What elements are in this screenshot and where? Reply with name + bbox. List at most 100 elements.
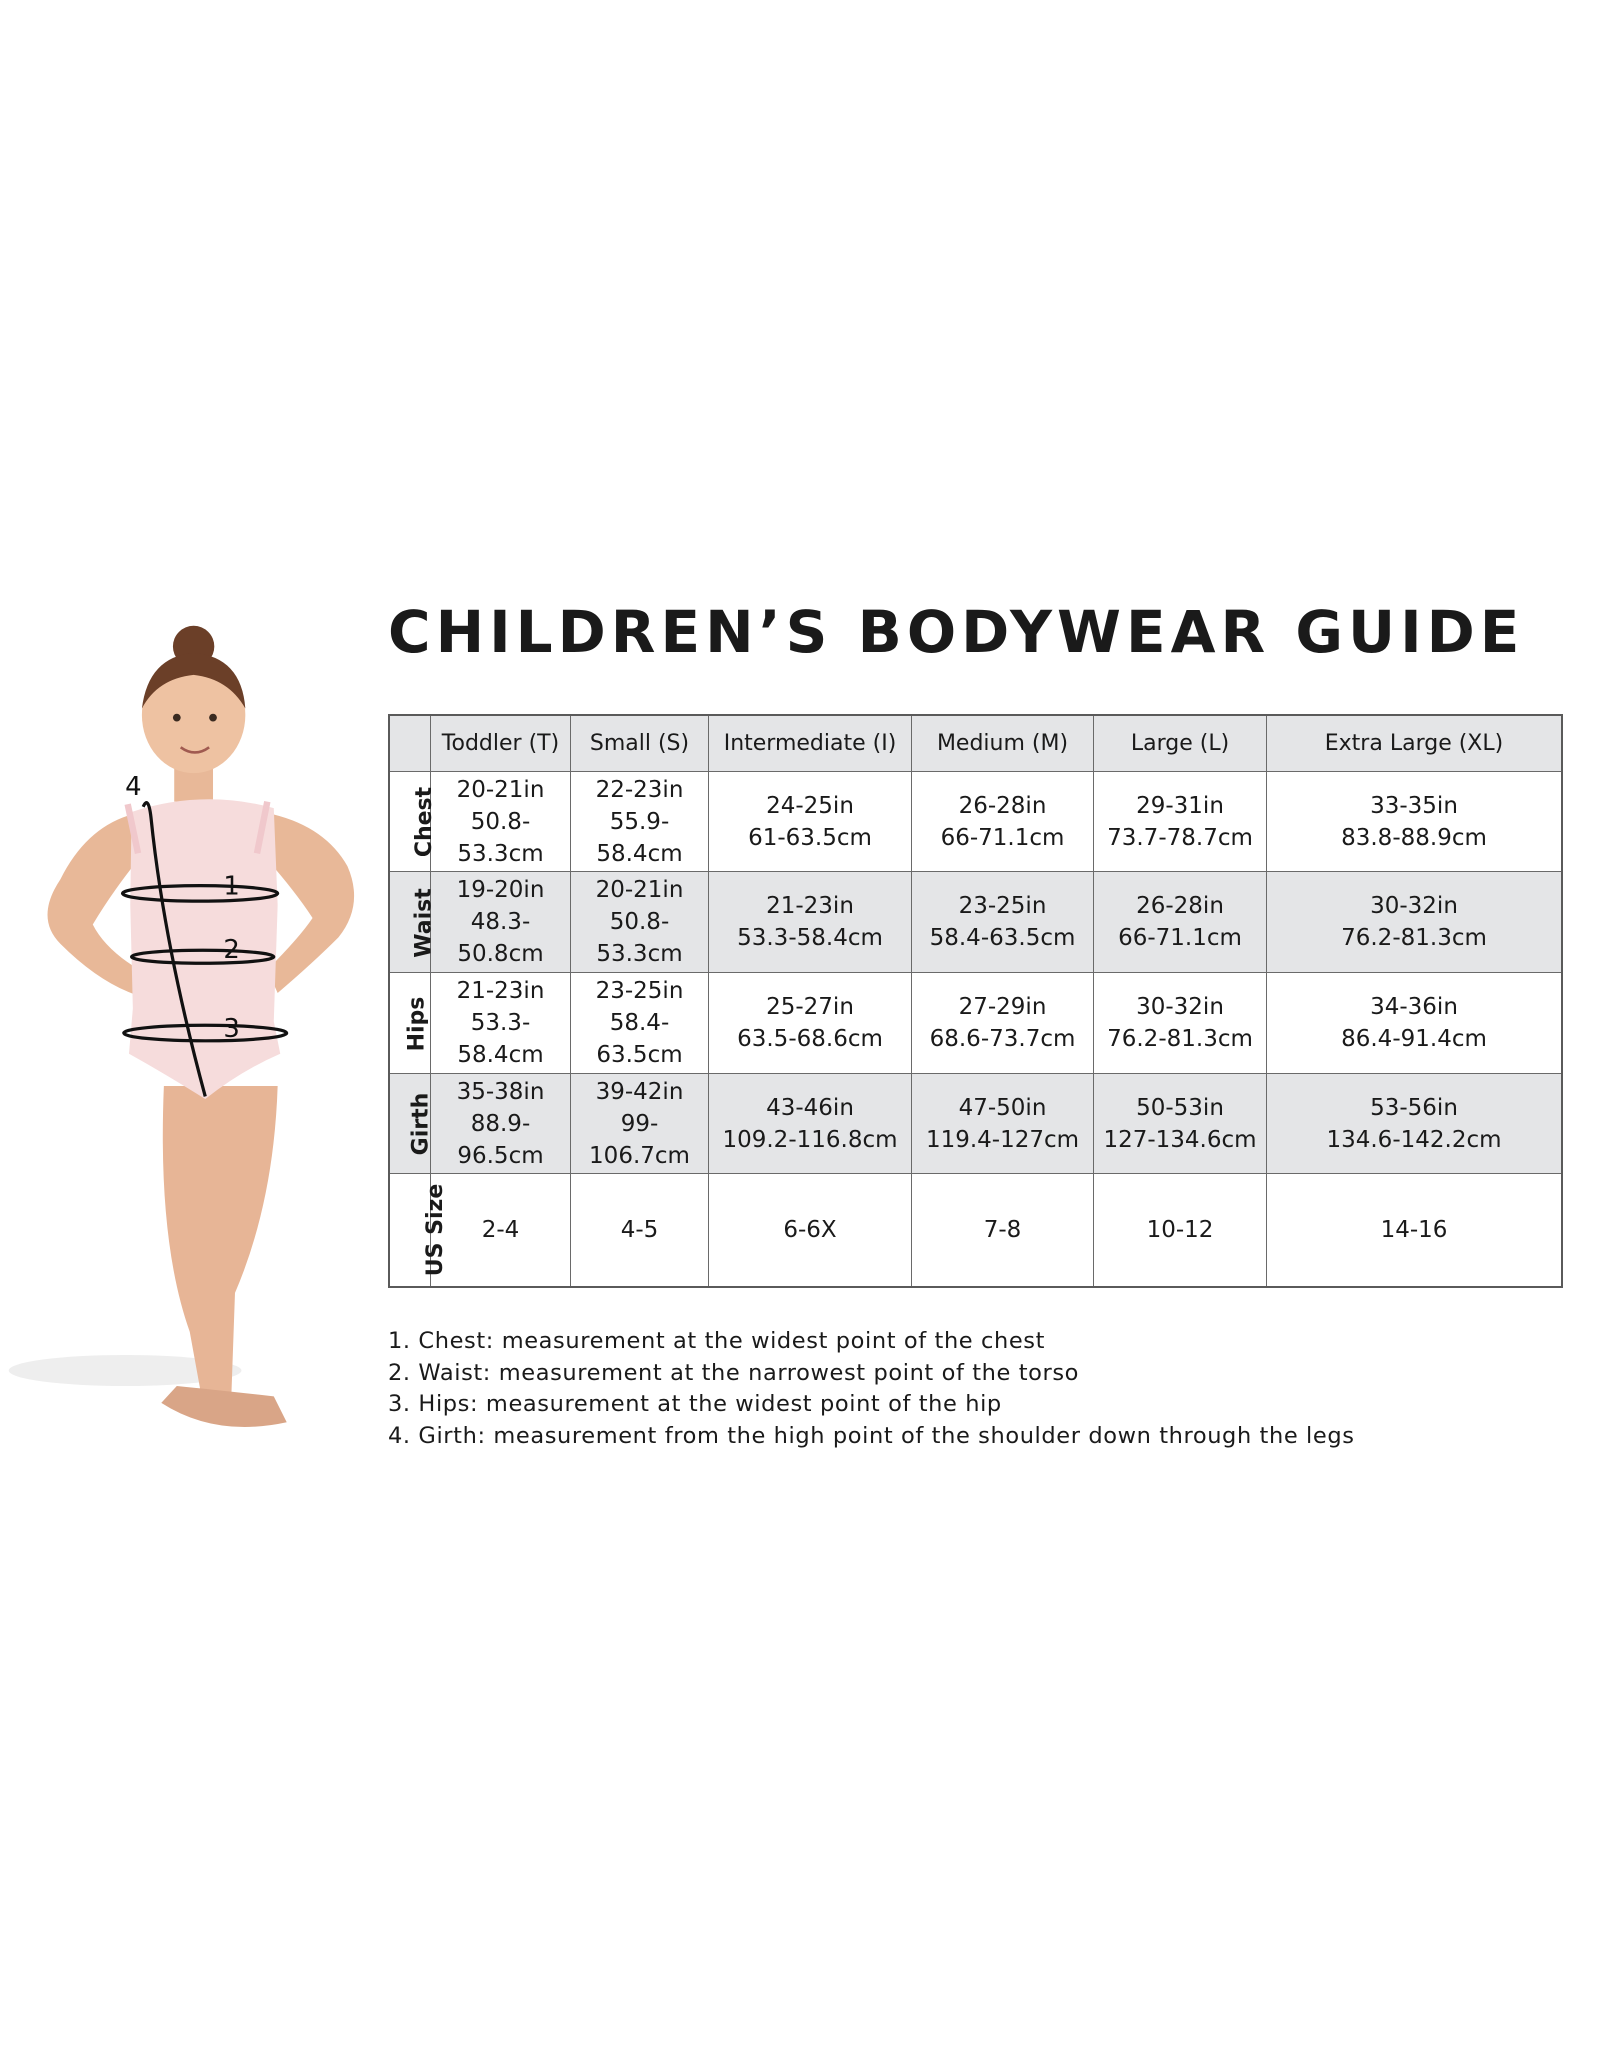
table-cell: 24-25in 61-63.5cm	[708, 771, 912, 872]
cell-value-cm: 55.9-58.4cm	[596, 808, 683, 867]
column-header: Small (S)	[570, 714, 709, 772]
cell-value-primary: 30-32in	[1370, 893, 1458, 919]
row-label: Chest	[388, 771, 437, 872]
table-header-row: Toddler (T) Small (S) Intermediate (I) M…	[388, 714, 1563, 772]
row-label: Hips	[388, 972, 431, 1074]
table-cell: 27-29in 68.6-73.7cm	[911, 972, 1094, 1074]
table-cell: 26-28in 66-71.1cm	[911, 771, 1094, 872]
cell-value-primary: 27-29in	[958, 994, 1047, 1020]
cell-value-primary: 14-16	[1380, 1216, 1448, 1243]
cell-value-cm: 76.2-81.3cm	[1341, 925, 1487, 951]
table-row: Chest 20-21in 50.8-53.3cm 22-23in 55.9-58.4c…	[388, 771, 1563, 872]
cell-value-cm: 53.3-58.4cm	[737, 925, 883, 951]
table-cell: 29-31in 73.7-78.7cm	[1093, 771, 1267, 872]
table-cell: 4-5	[570, 1173, 709, 1287]
cell-value-cm: 50.8-53.3cm	[596, 909, 683, 967]
row-label: Waist	[388, 871, 437, 973]
table-cell: 30-32in 76.2-81.3cm	[1093, 972, 1267, 1074]
cell-value-cm: 119.4-127cm	[925, 1126, 1080, 1153]
note-girth: 4. Girth: measurement from the high poin…	[388, 1422, 1355, 1449]
row-label-text: Chest	[412, 786, 438, 858]
cell-value-primary: 20-21in	[456, 776, 545, 803]
table-cell: 47-50in 119.4-127cm	[911, 1073, 1094, 1174]
column-header: Medium (M)	[911, 714, 1094, 772]
cell-value-cm: 58.4-63.5cm	[596, 1010, 683, 1068]
cell-value-primary: 29-31in	[1136, 792, 1224, 819]
table-cell: 20-21in 50.8-53.3cm	[430, 771, 571, 872]
table-row: US Size 2-4 4-5 6-6X 7-8 10-12 14-16	[388, 1173, 1563, 1287]
row-label-text: Waist	[411, 887, 437, 958]
cell-value-primary: 20-21in	[595, 877, 684, 903]
table-cell: 21-23in 53.3-58.4cm	[708, 871, 912, 973]
cell-value-cm: 48.3-50.8cm	[457, 909, 544, 967]
table-row: Hips 21-23in 53.3-58.4cm 23-25in 58.4-63.5cm…	[388, 972, 1563, 1074]
cell-value-primary: 23-25in	[958, 893, 1047, 919]
measurement-label-3: 3	[223, 1014, 239, 1044]
cell-value-primary: 43-46in	[766, 1094, 854, 1121]
cell-value-primary: 4-5	[620, 1216, 659, 1243]
cell-value-primary: 25-27in	[766, 994, 854, 1020]
table-cell: 26-28in 66-71.1cm	[1093, 871, 1267, 973]
cell-value-primary: 6-6X	[783, 1216, 837, 1243]
table-cell: 7-8	[911, 1173, 1094, 1287]
measurement-notes: 1. Chest: measurement at the widest poin…	[388, 1326, 1355, 1452]
cell-value-primary: 35-38in	[456, 1078, 545, 1105]
table-cell: 25-27in 63.5-68.6cm	[708, 972, 912, 1074]
table-cell: 23-25in 58.4-63.5cm	[911, 871, 1094, 973]
table-cell: 20-21in 50.8-53.3cm	[570, 871, 709, 973]
table-cell: 2-4	[430, 1173, 571, 1287]
cell-value-cm: 83.8-88.9cm	[1341, 824, 1487, 851]
cell-value-primary: 39-42in	[595, 1078, 684, 1105]
cell-value-primary: 33-35in	[1370, 792, 1458, 819]
cell-value-primary: 26-28in	[1136, 893, 1224, 919]
row-label: US Size	[388, 1173, 448, 1287]
measurement-lines	[120, 801, 289, 1097]
cell-value-primary: 26-28in	[958, 792, 1047, 819]
table-cell: 10-12	[1093, 1173, 1267, 1287]
table-cell: 50-53in 127-134.6cm	[1093, 1073, 1267, 1174]
row-label-text: Girth	[408, 1092, 434, 1156]
cell-value-cm: 86.4-91.4cm	[1341, 1026, 1487, 1052]
cell-value-primary: 23-25in	[595, 978, 684, 1004]
row-label-text: US Size	[423, 1184, 449, 1277]
cell-value-primary: 10-12	[1146, 1216, 1214, 1243]
cell-value-cm: 61-63.5cm	[748, 824, 872, 851]
column-header: Toddler (T)	[430, 714, 571, 772]
table-cell: 22-23in 55.9-58.4cm	[570, 771, 709, 872]
column-header: Extra Large (XL)	[1266, 714, 1563, 772]
cell-value-primary: 19-20in	[456, 877, 545, 903]
cell-value-primary: 53-56in	[1370, 1094, 1458, 1121]
measurement-label-2: 2	[223, 935, 239, 965]
cell-value-primary: 22-23in	[595, 776, 684, 803]
cell-value-primary: 2-4	[481, 1216, 520, 1243]
table-cell: 43-46in 109.2-116.8cm	[708, 1073, 912, 1174]
cell-value-primary: 50-53in	[1136, 1094, 1224, 1121]
measurement-label-4: 4	[125, 772, 141, 802]
cell-value-primary: 24-25in	[766, 792, 854, 819]
table-cell: 34-36in 86.4-91.4cm	[1266, 972, 1563, 1074]
cell-value-cm: 53.3-58.4cm	[457, 1010, 544, 1068]
corner-cell	[388, 714, 431, 772]
cell-value-cm: 76.2-81.3cm	[1107, 1026, 1253, 1052]
column-header: Intermediate (I)	[708, 714, 912, 772]
cell-value-primary: 7-8	[983, 1216, 1022, 1243]
table-cell: 39-42in 99-106.7cm	[570, 1073, 709, 1174]
cell-value-primary: 21-23in	[456, 978, 545, 1004]
table-row: Girth 35-38in 88.9-96.5cm 39-42in 99-106.7cm…	[388, 1073, 1563, 1174]
page-title: CHILDREN’S BODYWEAR GUIDE	[388, 598, 1525, 666]
cell-value-primary: 34-36in	[1370, 994, 1458, 1020]
cell-value-cm: 88.9-96.5cm	[457, 1110, 544, 1169]
table-cell: 53-56in 134.6-142.2cm	[1266, 1073, 1563, 1174]
table-row: Waist 19-20in 48.3-50.8cm 20-21in 50.8-53.3c…	[388, 871, 1563, 973]
cell-value-cm: 73.7-78.7cm	[1107, 824, 1253, 851]
cell-value-primary: 21-23in	[766, 893, 854, 919]
row-label-text: Hips	[404, 996, 430, 1051]
table-cell: 6-6X	[708, 1173, 912, 1287]
floor-shadow	[8, 1354, 242, 1387]
cell-value-cm: 50.8-53.3cm	[457, 808, 544, 867]
note-waist: 2. Waist: measurement at the narrowest p…	[388, 1359, 1080, 1386]
cell-value-cm: 134.6-142.2cm	[1326, 1126, 1502, 1153]
cell-value-cm: 99-106.7cm	[589, 1110, 690, 1169]
measurement-label-1: 1	[223, 872, 239, 902]
